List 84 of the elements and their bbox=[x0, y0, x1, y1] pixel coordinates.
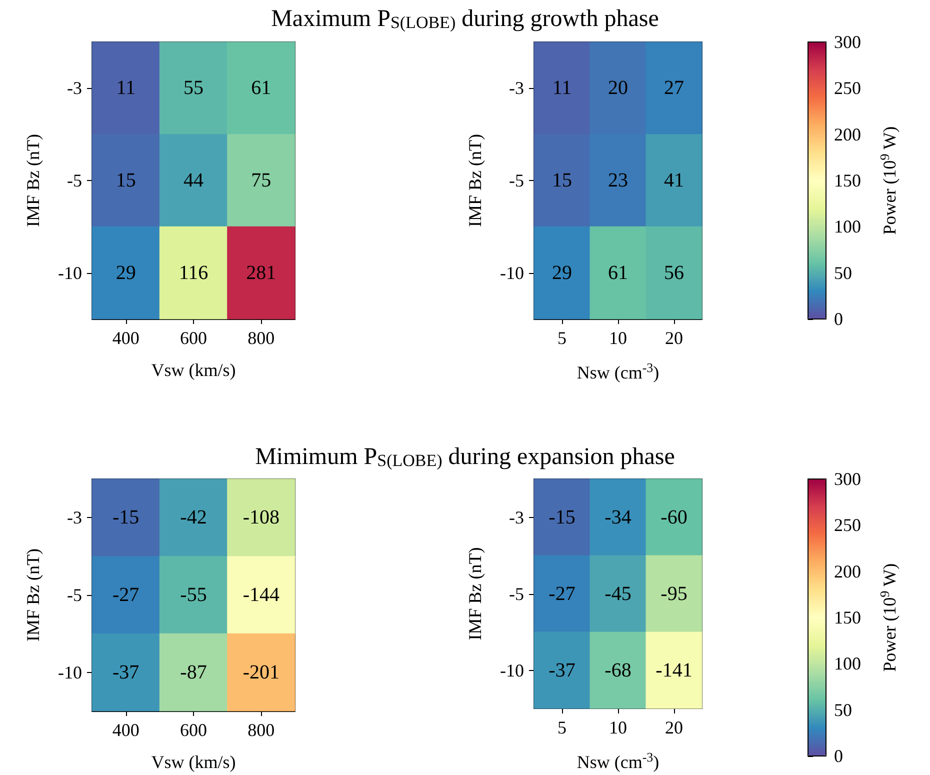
data-label: 15 bbox=[552, 170, 572, 192]
data-label: -42 bbox=[180, 506, 207, 529]
text: Maximum P$_{S(LOBE)}$ during growth phase bbox=[270, 6, 660, 33]
data-label: -141 bbox=[656, 659, 692, 682]
data-label: -37 bbox=[112, 661, 140, 684]
data-label: -60 bbox=[660, 506, 688, 528]
data-label: -87 bbox=[180, 661, 207, 684]
color-bar-label: 100 bbox=[834, 216, 861, 237]
data-label: 27 bbox=[664, 77, 684, 100]
data-label: 20 bbox=[608, 77, 628, 100]
data-label: 61 bbox=[608, 262, 628, 284]
data-label: 41 bbox=[664, 170, 684, 192]
data-label: -201 bbox=[242, 661, 280, 684]
y-tick-label: -5 bbox=[67, 585, 82, 605]
data-label: 116 bbox=[178, 262, 208, 284]
y-tick-label: -10 bbox=[58, 262, 82, 283]
y-tick-label: -3 bbox=[67, 508, 82, 528]
data-label: 11 bbox=[552, 77, 572, 100]
data-label: -95 bbox=[660, 582, 688, 605]
color-bar-label: 150 bbox=[834, 608, 861, 628]
y-tick-label: -10 bbox=[58, 662, 82, 682]
color-bar-label: 50 bbox=[834, 700, 852, 720]
data-label: -34 bbox=[604, 506, 632, 528]
y-tick-label: -5 bbox=[509, 584, 524, 604]
x-tick-label: 600 bbox=[180, 720, 207, 740]
y-axis-title: IMF Bz (nT) bbox=[465, 547, 485, 640]
color-bar-label: 0 bbox=[834, 309, 843, 329]
color-bar-label: 100 bbox=[834, 654, 861, 674]
data-label: -27 bbox=[548, 582, 576, 605]
y-tick-label: -3 bbox=[509, 507, 524, 528]
data-label: 56 bbox=[664, 262, 684, 284]
color-bar-label: 50 bbox=[834, 262, 852, 283]
x-tick-label: 20 bbox=[665, 328, 683, 348]
x-tick-label: 400 bbox=[112, 720, 140, 740]
x-tick-label: 800 bbox=[248, 720, 275, 740]
color-bar-title: Power (109 W) bbox=[877, 126, 900, 235]
data-label: -15 bbox=[548, 506, 576, 528]
x-tick-label: 5 bbox=[558, 718, 566, 738]
x-tick-label: 400 bbox=[112, 328, 140, 348]
x-tick-label: 5 bbox=[558, 328, 566, 348]
data-label: -144 bbox=[242, 584, 280, 606]
data-label: 29 bbox=[116, 262, 136, 284]
x-tick-label: 20 bbox=[665, 718, 683, 738]
x-tick-label: 10 bbox=[609, 328, 627, 348]
color-bar-label: 0 bbox=[834, 746, 843, 766]
y-axis-title: IMF Bz (nT) bbox=[23, 548, 43, 642]
data-label: 29 bbox=[552, 262, 572, 284]
data-label: 44 bbox=[184, 170, 204, 192]
y-tick-label: -5 bbox=[509, 170, 524, 190]
data-label: -15 bbox=[112, 506, 140, 529]
x-tick-label: 10 bbox=[609, 718, 627, 738]
color-bar-label: 250 bbox=[834, 78, 861, 98]
data-label: 11 bbox=[116, 77, 136, 100]
data-label: -108 bbox=[242, 506, 280, 529]
y-tick-label: -3 bbox=[509, 78, 524, 98]
data-label: -37 bbox=[548, 659, 576, 682]
data-label: 75 bbox=[251, 170, 272, 192]
color-bar-title: Power (109 W) bbox=[877, 563, 900, 672]
color-bar-label: 300 bbox=[834, 32, 861, 52]
x-axis-title: Vsw (km/s) bbox=[151, 752, 236, 772]
color-bar-label: 200 bbox=[834, 561, 861, 582]
color-bar-label: 200 bbox=[834, 124, 861, 144]
x-axis-title: Vsw (km/s) bbox=[151, 360, 236, 380]
data-label: 55 bbox=[184, 77, 204, 100]
data-label: -45 bbox=[604, 582, 632, 605]
x-tick-label: 600 bbox=[180, 328, 207, 348]
data-label: -68 bbox=[604, 659, 632, 682]
y-axis-title: IMF Bz (nT) bbox=[465, 134, 485, 227]
text: Mimimum P$_{S(LOBE)}$ during expansion phase bbox=[255, 444, 675, 470]
y-tick-label: -3 bbox=[67, 78, 82, 98]
data-label: 281 bbox=[246, 262, 276, 284]
data-label: 15 bbox=[116, 170, 136, 192]
x-tick-label: 800 bbox=[248, 328, 275, 348]
color-bar-label: 150 bbox=[834, 170, 861, 190]
color-bar-label: 300 bbox=[834, 469, 861, 489]
y-axis-title: IMF Bz (nT) bbox=[23, 134, 43, 227]
y-tick-label: -5 bbox=[67, 170, 82, 190]
data-label: 61 bbox=[251, 77, 272, 100]
y-tick-label: -10 bbox=[500, 660, 524, 680]
data-label: -55 bbox=[180, 584, 207, 606]
data-label: -27 bbox=[112, 584, 140, 606]
color-bar-label: 250 bbox=[834, 515, 861, 536]
y-tick-label: -10 bbox=[500, 262, 524, 283]
data-label: 23 bbox=[608, 170, 628, 192]
